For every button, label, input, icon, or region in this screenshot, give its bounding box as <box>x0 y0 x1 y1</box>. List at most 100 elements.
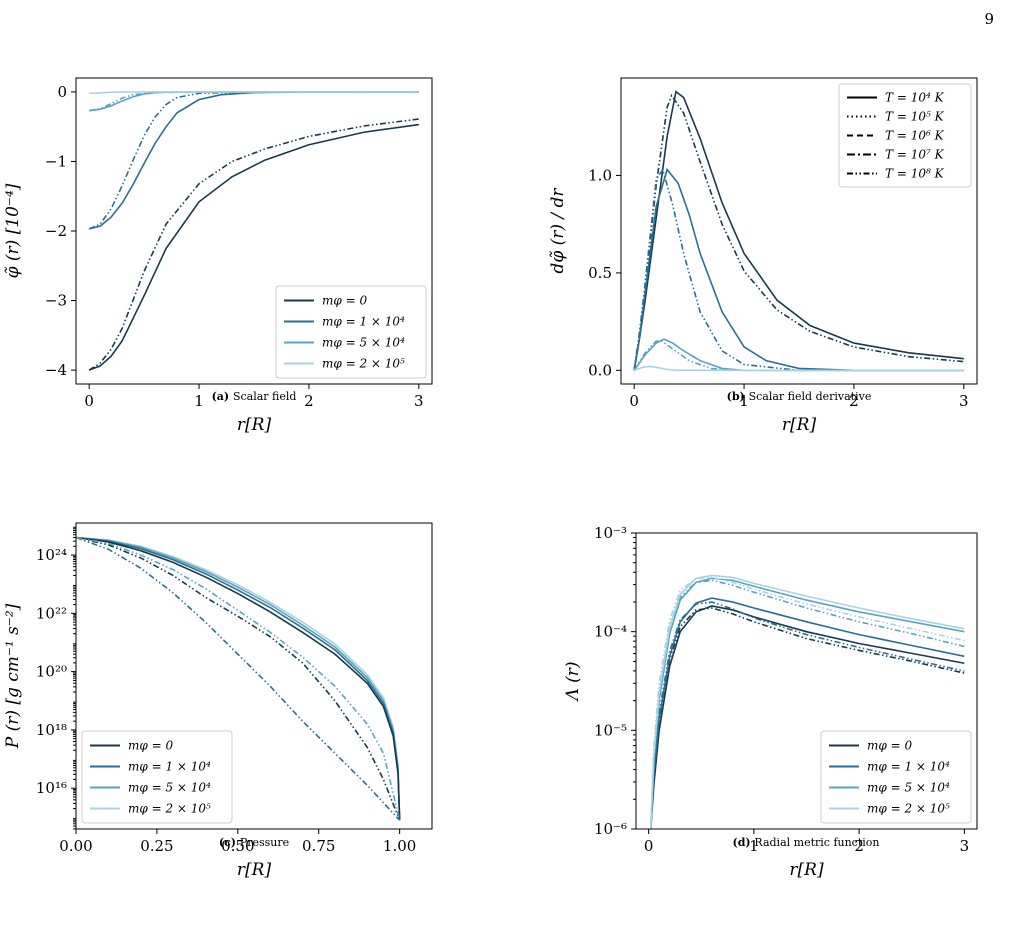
legend-label: mφ = 1 × 10⁴ <box>128 760 211 774</box>
series-line <box>76 536 401 821</box>
series-line <box>88 123 419 371</box>
series-line <box>649 597 965 829</box>
legend-label: mφ = 2 × 10⁵ <box>128 802 211 816</box>
chart-a: 0 1 2 3 −4 −3 −2 −1 0 r[R] φ̃ (r) [10⁻⁴] (a) Scalar… <box>3 77 433 435</box>
y-tick-label: 0.5 <box>588 264 612 282</box>
series-line <box>76 536 401 821</box>
series-line <box>76 536 401 821</box>
x-tick-label: 0.00 <box>59 837 92 855</box>
legend: mφ = 0 mφ = 1 × 10⁴ mφ = 5 × 10⁴ mφ = 2 × 1… <box>275 285 427 379</box>
series-line <box>88 118 419 371</box>
series-line <box>88 91 419 230</box>
legend-label: mφ = 1 × 10⁴ <box>867 760 950 774</box>
y-axis-label: P (r) [g cm⁻¹ s⁻²] <box>3 603 23 749</box>
series-line <box>649 576 965 829</box>
x-tick-label: 3 <box>960 837 970 855</box>
legend-label: mφ = 0 <box>867 739 912 753</box>
legend: mφ = 0 mφ = 1 × 10⁴ mφ = 5 × 10⁴ mφ = 2 × 1… <box>820 730 972 824</box>
x-tick-label: 2 <box>854 837 864 855</box>
legend-label: mφ = 2 × 10⁵ <box>322 357 405 371</box>
figure-caption: (b) Scalar field derivative <box>727 390 872 403</box>
series-line <box>649 579 965 829</box>
chart-d: 0 1 2 3 10⁻⁶ 10⁻⁵ 10⁻⁴ 10⁻³ r[R] Λ (r) (d) Radial … <box>563 524 978 880</box>
legend-label: mφ = 1 × 10⁴ <box>322 315 405 329</box>
legend: T = 10⁴ K T = 10⁵ K T = 10⁶ K T = 10⁷ K T = … <box>838 83 972 188</box>
page-number: 9 <box>984 10 994 28</box>
series-line <box>633 167 964 372</box>
series-line <box>649 574 965 829</box>
y-tick-label: 1.0 <box>588 166 612 184</box>
series-line <box>649 601 965 829</box>
series-line <box>633 365 964 372</box>
y-tick-label: 10²² <box>36 604 67 622</box>
x-tick-label: 0.50 <box>221 837 254 855</box>
x-tick-label: 0 <box>644 837 654 855</box>
y-axis-label: dφ̃ (r) / dr <box>548 188 568 274</box>
x-axis-label: r[R] <box>782 415 817 435</box>
chart-b: 0 1 2 3 0.0 0.5 1.0 r[R] dφ̃ (r) / dr (b) Scalar … <box>548 77 978 435</box>
legend-label: mφ = 0 <box>322 294 367 308</box>
series-line <box>633 338 964 372</box>
legend-box <box>838 83 972 188</box>
legend-label: T = 10⁷ K <box>885 148 945 162</box>
series-line <box>88 91 419 230</box>
x-axis-label: r[R] <box>237 860 272 880</box>
series-line <box>649 605 965 829</box>
x-tick-label: 2 <box>849 392 859 410</box>
x-tick-label: 1 <box>749 837 759 855</box>
series-line <box>633 340 964 372</box>
legend: mφ = 0 mφ = 1 × 10⁴ mφ = 5 × 10⁴ mφ = 2 × 1… <box>81 730 233 824</box>
y-tick-label: 10⁻⁴ <box>594 623 627 641</box>
series-line <box>76 536 401 821</box>
legend-box <box>275 285 427 379</box>
legend-label: mφ = 5 × 10⁴ <box>867 781 950 795</box>
legend-label: T = 10⁸ K <box>885 167 945 181</box>
figure-caption: (c) Pressure <box>219 836 289 849</box>
legend-label: mφ = 0 <box>128 739 173 753</box>
y-tick-label: 10⁻⁶ <box>594 820 627 838</box>
series-line <box>89 91 419 95</box>
y-tick-label: 10¹⁸ <box>36 721 67 739</box>
series-line <box>76 536 401 821</box>
x-tick-label: 1 <box>194 392 204 410</box>
x-axis-label: r[R] <box>789 860 824 880</box>
chart-c: 0.00 0.25 0.50 0.75 1.00 10¹⁶ 10¹⁸ 10²⁰ 10²² 10²⁴… <box>3 522 433 880</box>
x-axis-label: r[R] <box>237 415 272 435</box>
y-tick-label: 10⁻⁵ <box>594 721 627 739</box>
figure-caption: (a) Scalar field <box>212 390 297 403</box>
y-tick-label: 0.0 <box>588 361 612 379</box>
plot-frame <box>635 532 978 830</box>
series-line <box>633 90 964 371</box>
x-tick-label: 2 <box>304 392 314 410</box>
y-tick-label: −4 <box>45 361 67 379</box>
x-tick-label: 3 <box>959 392 969 410</box>
series-line <box>89 91 419 112</box>
x-tick-label: 3 <box>414 392 424 410</box>
y-tick-label: −1 <box>45 152 67 170</box>
y-axis-label: φ̃ (r) [10⁻⁴] <box>3 183 23 278</box>
series-line <box>76 536 401 821</box>
y-tick-label: 10⁻³ <box>594 524 627 542</box>
y-tick-label: −2 <box>45 222 67 240</box>
legend-box <box>81 730 233 824</box>
legend-label: T = 10⁶ K <box>885 129 945 143</box>
x-tick-label: 1 <box>739 392 749 410</box>
legend-label: mφ = 5 × 10⁴ <box>128 781 211 795</box>
y-tick-label: 10²⁴ <box>36 546 67 564</box>
x-tick-label: 0.75 <box>302 837 335 855</box>
legend-label: mφ = 2 × 10⁵ <box>867 802 950 816</box>
y-tick-label: 0 <box>57 83 67 101</box>
plot-frame <box>620 77 978 385</box>
x-tick-label: 0 <box>84 392 94 410</box>
x-tick-label: 0.25 <box>140 837 173 855</box>
series-line <box>633 167 964 372</box>
legend-label: T = 10⁴ K <box>885 91 945 105</box>
y-tick-label: 10¹⁶ <box>36 779 67 797</box>
y-axis-label: Λ (r) <box>563 661 583 702</box>
legend-box <box>820 730 972 824</box>
x-tick-label: 0 <box>629 392 639 410</box>
y-tick-label: −3 <box>45 292 67 310</box>
legend-label: T = 10⁵ K <box>885 110 945 124</box>
x-tick-label: 1.00 <box>383 837 416 855</box>
y-tick-label: 10²⁰ <box>36 663 67 681</box>
